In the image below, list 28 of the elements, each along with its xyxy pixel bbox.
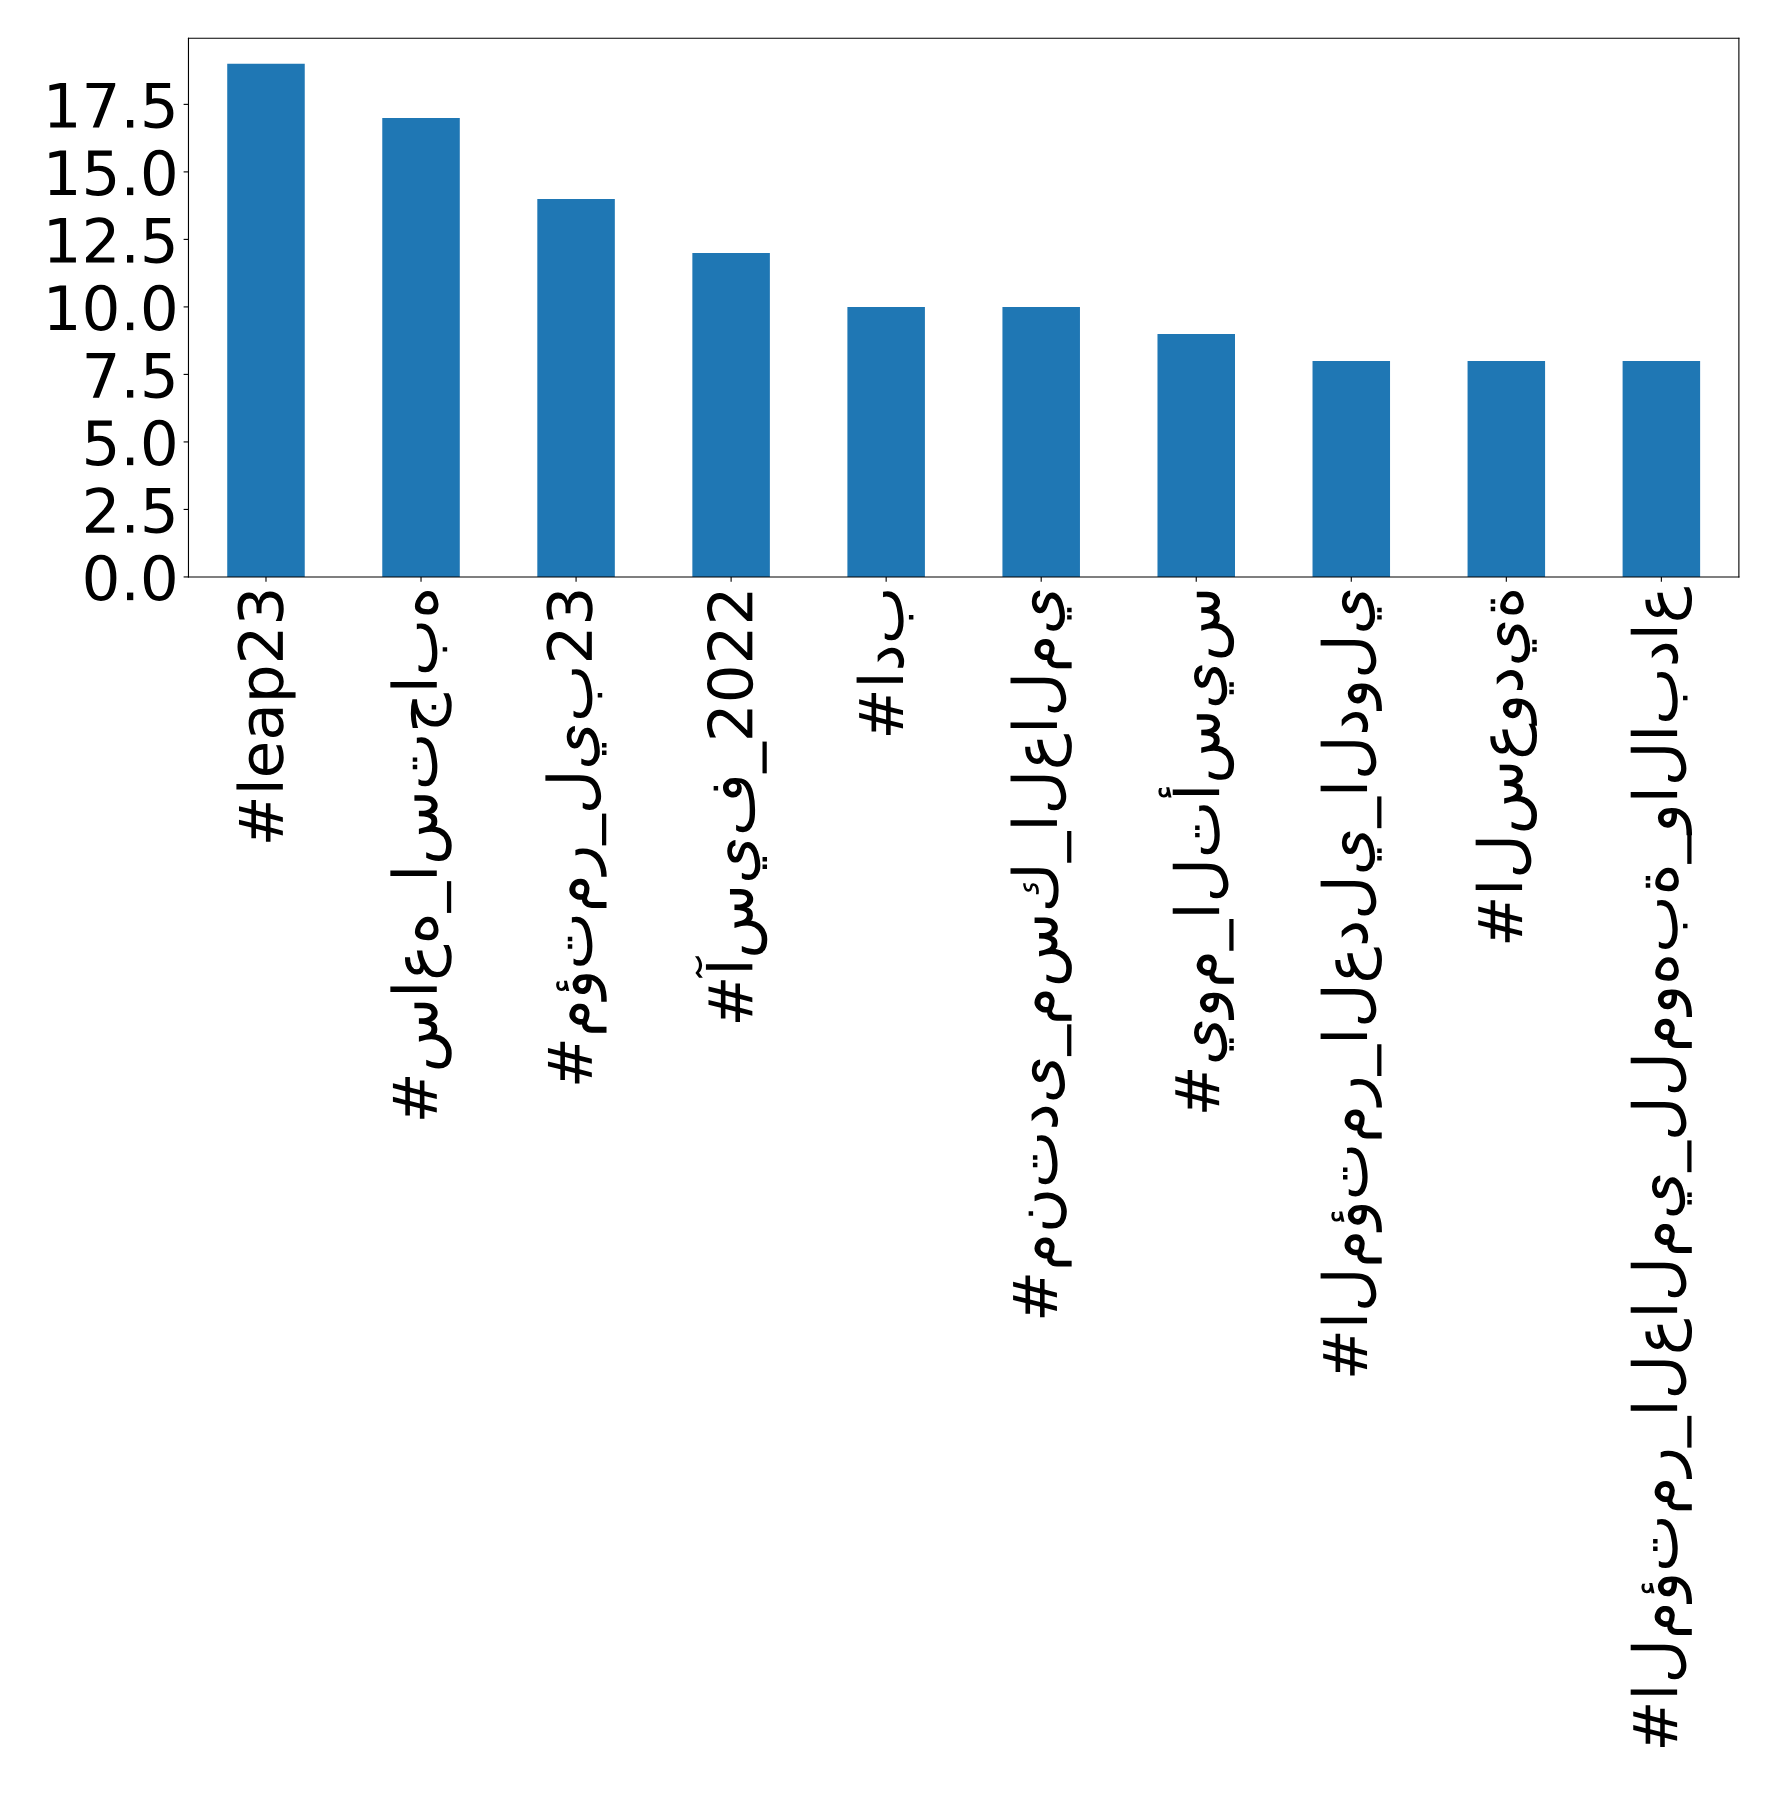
bar — [1002, 306, 1080, 577]
bar — [1157, 333, 1235, 577]
x-tick-label: #مؤتمر_ليب23 — [545, 591, 607, 1084]
x-tick-label: #المؤتمر_العالمي_للموهبة_والابداع — [1630, 587, 1693, 1748]
x-tick-label: #السعودية — [1475, 591, 1537, 943]
y-tick-label: 7.5 — [86, 353, 174, 399]
y-tick-label: 10.0 — [49, 284, 175, 331]
y-tick-label: 5.0 — [86, 419, 175, 467]
bar — [537, 198, 615, 577]
x-tick-label: #آسيف_2022 — [694, 592, 768, 1022]
bar — [1622, 360, 1701, 577]
y-tick-label: 2.5 — [86, 487, 174, 534]
x-tick-label: #يوم_التأسيس — [1158, 591, 1235, 1112]
x-tick-label: #ساعه_استجابه — [390, 591, 452, 1119]
y-tick-label: 0.0 — [85, 554, 175, 602]
y-tick-label: 12.5 — [49, 217, 174, 264]
y-tick-label: 15.0 — [49, 149, 175, 196]
y-tick-label: 17.5 — [49, 83, 174, 129]
bar — [1467, 360, 1546, 577]
x-tick-label: #ادب — [856, 591, 914, 735]
x-tick-label: #منتدى_مسك_العالمي — [1010, 590, 1072, 1318]
bar — [692, 252, 770, 577]
bar — [382, 117, 460, 577]
x-tick-label: #المؤتمر_العدلي_الدولي — [1320, 590, 1382, 1376]
bar — [847, 306, 925, 577]
bar — [227, 63, 305, 577]
bar — [1312, 360, 1391, 577]
x-tick-label: #leap23 — [236, 591, 296, 842]
